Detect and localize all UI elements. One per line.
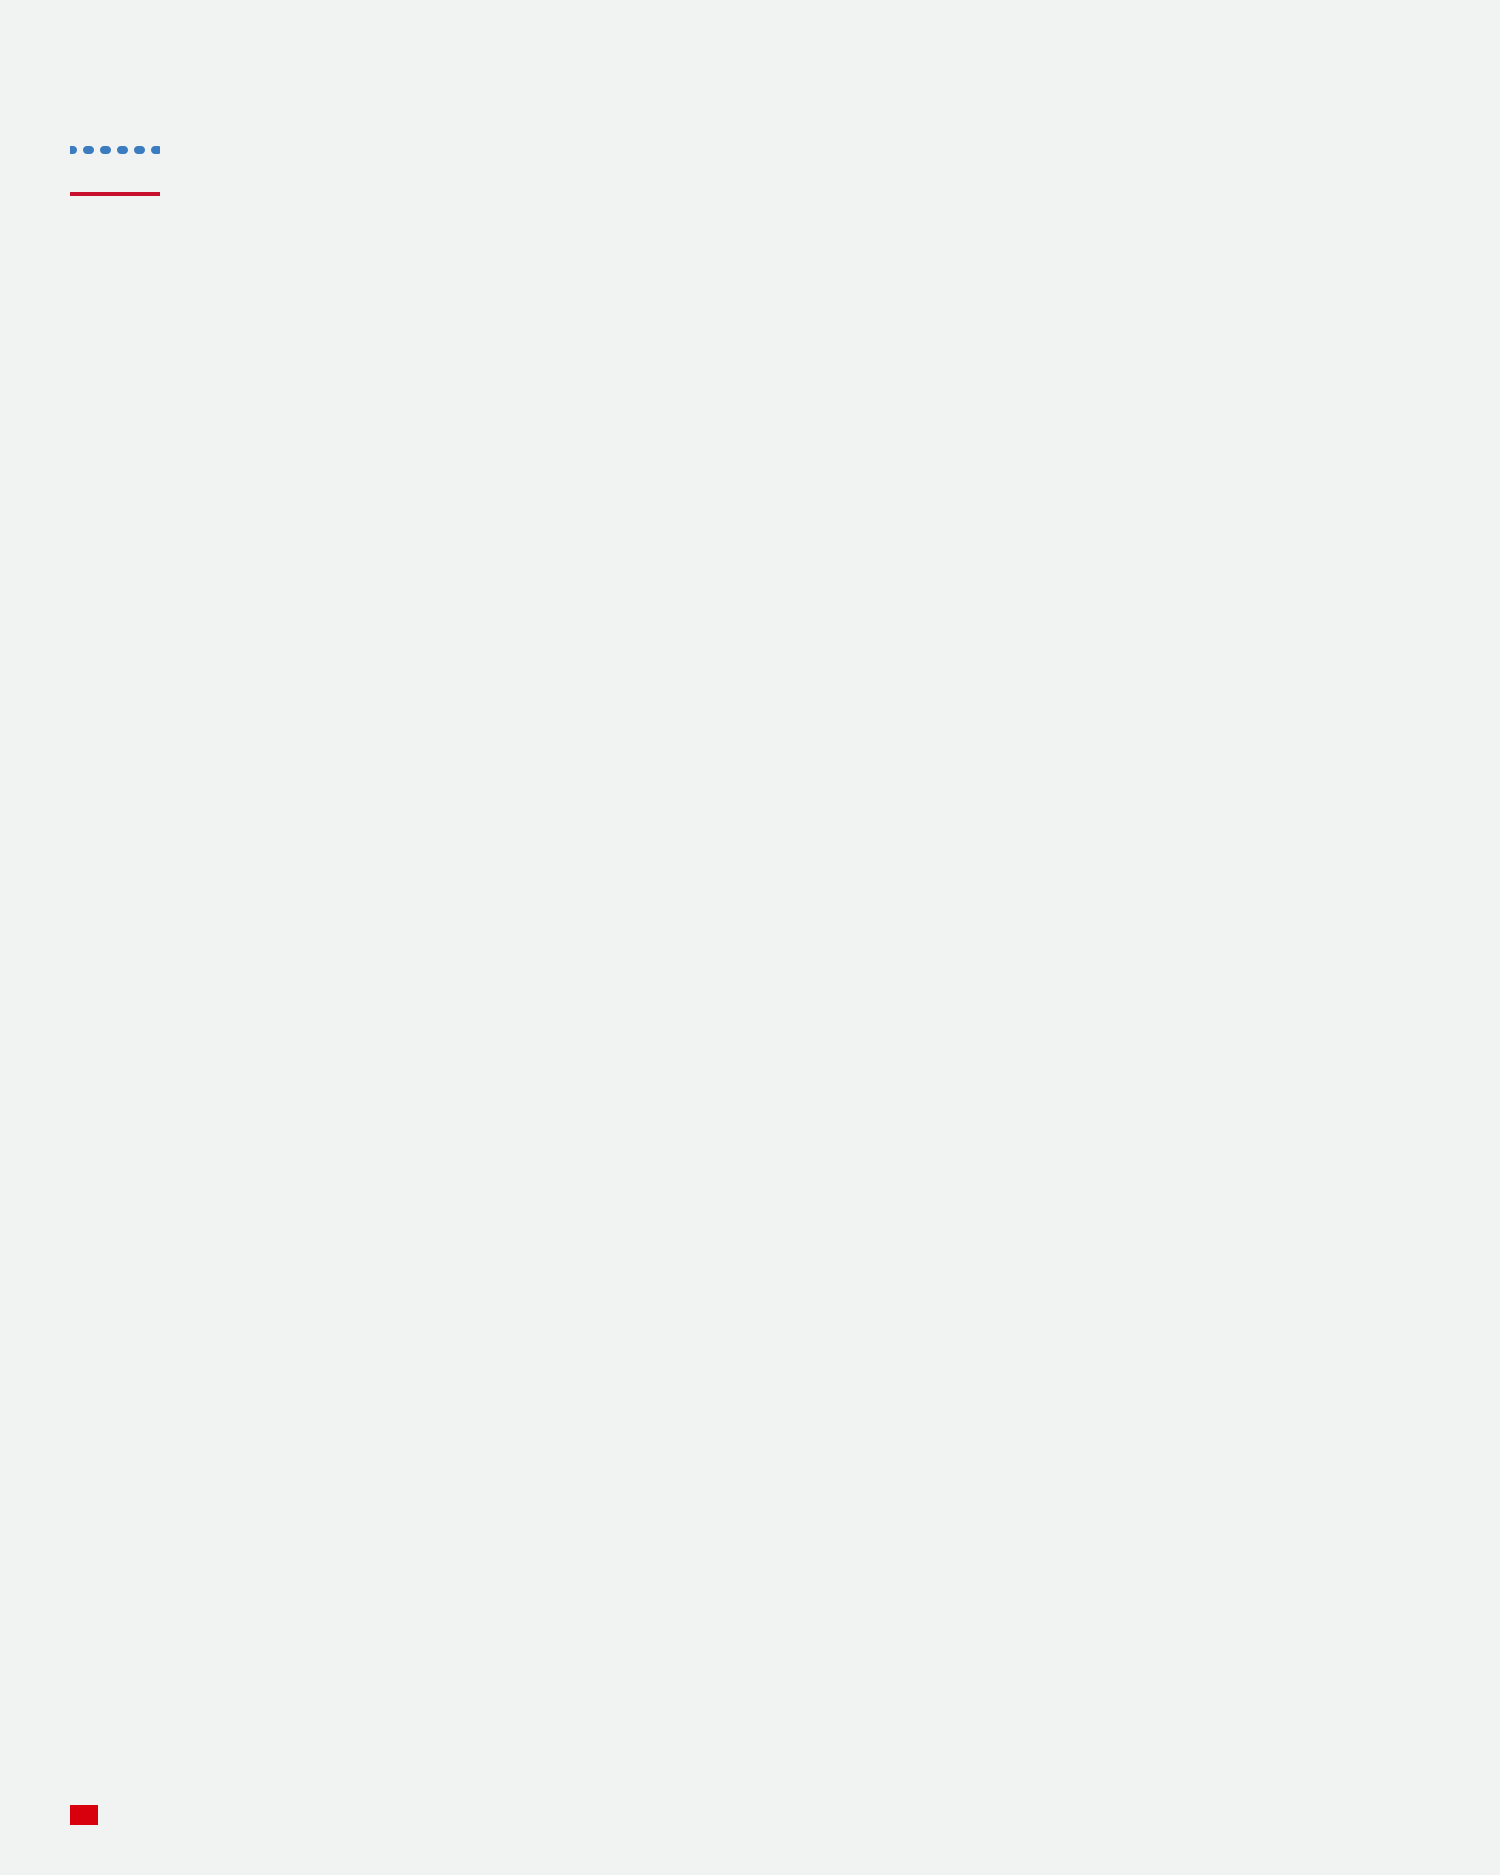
brand-badge (70, 1805, 98, 1825)
line-chart (70, 246, 1430, 1765)
legend-item-existing (70, 128, 1430, 172)
legend (70, 128, 1430, 216)
footer (70, 1805, 1430, 1825)
chart-area (70, 246, 1430, 1765)
legend-swatch-solid (70, 172, 160, 216)
legend-item-active (70, 172, 1430, 216)
legend-swatch-dotted (70, 128, 160, 172)
brand (70, 1805, 114, 1825)
